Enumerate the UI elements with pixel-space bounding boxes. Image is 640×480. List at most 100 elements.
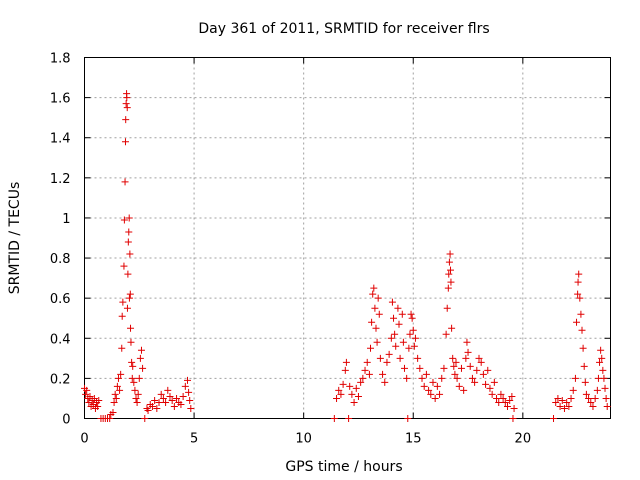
data-point [159,394,167,402]
data-point [408,314,416,322]
data-point [418,374,426,382]
data-point [133,398,141,406]
data-point [128,374,136,382]
data-point [574,278,582,286]
data-point [155,398,163,406]
data-point [396,354,404,362]
data-point [339,380,347,388]
data-point [449,354,457,362]
data-point [354,392,362,400]
data-point [501,398,509,406]
data-point [447,278,455,286]
data-point [113,382,121,390]
data-point [117,370,125,378]
data-point [409,326,417,334]
data-point [166,392,174,400]
data-point [391,330,399,338]
data-point [585,394,593,402]
data-point [556,402,564,410]
data-point [442,330,450,338]
data-point [369,290,377,298]
data-point [563,398,571,406]
data-point [186,396,194,404]
data-point [425,386,433,394]
data-point [488,390,496,398]
data-point [123,104,131,112]
data-point [370,284,378,292]
data-point [335,386,343,394]
data-point [400,364,408,372]
data-point [596,358,604,366]
data-point [599,366,607,374]
data-point [346,382,354,390]
data-point [121,178,129,186]
data-point [569,386,577,394]
data-point [589,402,597,410]
data-point [579,344,587,352]
data-point [90,394,98,402]
data-point [479,370,487,378]
data-point [508,392,516,400]
data-point [372,324,380,332]
data-point [359,374,367,382]
data-point [164,386,172,394]
data-point [363,358,371,366]
data-point [125,228,133,236]
y-tick-label: 1.8 [50,52,71,67]
data-point [136,354,144,362]
data-point [455,382,463,390]
data-point [170,402,178,410]
data-point [134,390,142,398]
data-point [118,344,126,352]
data-point [573,318,581,326]
data-point [550,415,558,422]
data-point [388,298,396,306]
data-point [466,362,474,370]
data-point [464,348,472,356]
data-point [477,358,485,366]
data-point [591,394,599,402]
data-point [451,370,459,378]
data-point [416,364,424,372]
data-point [565,402,573,410]
data-point [473,366,481,374]
data-point [109,408,117,416]
data-point [82,390,90,398]
data-point [333,394,341,402]
y-tick-label: 0.4 [50,332,71,347]
data-point [427,390,435,398]
data-point [137,346,145,354]
data-point [587,398,595,406]
data-point [452,358,460,366]
grid-lines [84,57,611,419]
data-point [376,354,384,362]
data-point [411,334,419,342]
data-point [581,378,589,386]
data-point [139,364,147,372]
data-point [148,402,156,410]
x-tick-label: 10 [295,432,312,447]
data-point [433,382,441,390]
y-tick-label: 0.8 [50,252,71,267]
data-point [410,342,418,350]
y-tick-label: 1.4 [50,132,71,147]
data-point [153,404,161,412]
data-point [414,354,422,362]
data-point [395,320,403,328]
x-axis-title: GPS time / hours [285,459,402,475]
data-point [350,398,358,406]
data-point [141,415,149,422]
data-point [361,366,369,374]
data-point [578,326,586,334]
data-point [390,314,398,322]
plot-frame [84,57,611,419]
data-point [475,354,483,362]
data-point [116,386,124,394]
data-point [392,342,400,350]
data-point [119,298,127,306]
axis-ticks [84,57,611,419]
data-point [394,304,402,312]
y-tick-label: 1.2 [50,172,71,187]
data-point [124,238,132,246]
